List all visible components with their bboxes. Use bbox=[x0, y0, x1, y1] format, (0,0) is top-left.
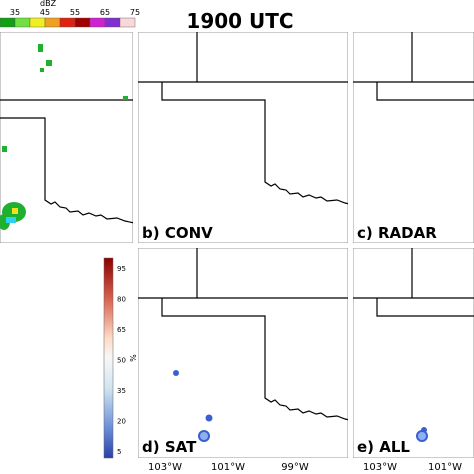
title: 1900 UTC bbox=[186, 9, 293, 33]
colorbar-tick: 45 bbox=[40, 8, 50, 17]
panel-e bbox=[353, 248, 474, 458]
lon-label: 101°W bbox=[211, 462, 245, 473]
panel-b bbox=[138, 32, 348, 243]
colorbar-tick: 65 bbox=[100, 8, 110, 17]
colorbar-tick: 80 bbox=[117, 296, 126, 304]
lon-label: 99°W bbox=[281, 462, 309, 473]
panel-label: b) CONV bbox=[142, 224, 213, 242]
colorbar-tick: 50 bbox=[117, 357, 126, 365]
colorbar-cell bbox=[119, 17, 136, 28]
colorbar-tick: 55 bbox=[70, 8, 80, 17]
colorbar-tick: 95 bbox=[117, 265, 126, 273]
colorbar-cell bbox=[104, 17, 121, 28]
colorbar-cell bbox=[0, 17, 16, 28]
colorbar-cell bbox=[74, 17, 91, 28]
panel-c bbox=[353, 32, 474, 243]
colorbar-cell bbox=[59, 17, 76, 28]
lon-label: 103°W bbox=[363, 462, 397, 473]
colorbar-tick: 5 bbox=[117, 448, 121, 456]
colorbar-cell bbox=[44, 17, 61, 28]
colorbar-cell bbox=[14, 17, 31, 28]
lon-label: 103°W bbox=[148, 462, 182, 473]
panel-label: c) RADAR bbox=[357, 224, 437, 242]
panel-d bbox=[138, 248, 348, 458]
panel-a bbox=[0, 32, 133, 243]
colorbar-cell bbox=[89, 17, 106, 28]
colorbar-label: dBZ bbox=[40, 0, 57, 8]
panel-label: d) SAT bbox=[142, 438, 197, 456]
colorbar-tick: 20 bbox=[117, 418, 126, 426]
colorbar-cell bbox=[29, 17, 46, 28]
dbz-colorbar: 35 45 55 65 75 bbox=[0, 8, 140, 28]
colorbar-unit: % bbox=[128, 354, 137, 362]
probability-colorbar bbox=[103, 257, 114, 459]
lon-label: 101°W bbox=[428, 462, 462, 473]
panel-label: e) ALL bbox=[357, 438, 410, 456]
colorbar-tick: 75 bbox=[130, 8, 140, 17]
colorbar-tick: 65 bbox=[117, 326, 126, 334]
colorbar-tick: 35 bbox=[10, 8, 20, 17]
colorbar-tick: 35 bbox=[117, 387, 126, 395]
